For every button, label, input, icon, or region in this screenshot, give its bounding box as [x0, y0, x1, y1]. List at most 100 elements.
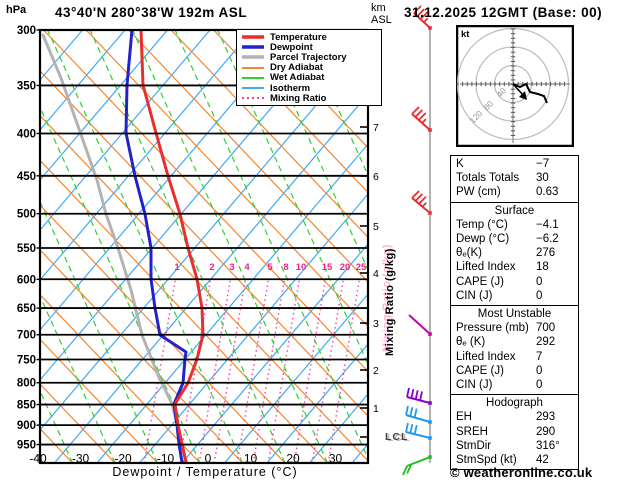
parcel-curve	[41, 33, 188, 463]
panel-row-value: 0.63	[536, 186, 559, 199]
panel-row-label: EH	[456, 411, 472, 424]
legend-label: Mixing Ratio	[270, 92, 327, 104]
panel-row: K −7	[451, 157, 578, 171]
km-tick-label: 7	[373, 122, 379, 134]
panel-section-header: Most Unstable	[477, 308, 552, 321]
mixing-ratio-label: 25	[356, 262, 367, 273]
mixing-ratio-label: 2	[209, 262, 214, 273]
km-tick-label: 6	[373, 171, 379, 183]
panel-row-value: 0	[536, 289, 543, 302]
panel-row: θₑ(K) 276	[451, 246, 578, 260]
panel-row: Totals Totals 30	[451, 171, 578, 185]
mixing-ratio-label: 4	[244, 262, 250, 273]
lcl-label: LCL	[385, 431, 409, 443]
km-axis-unit-asl: ASL	[371, 14, 392, 26]
panel-row-value: −7	[536, 158, 550, 170]
panel-row: CAPE (J) 0	[451, 275, 578, 289]
legend-item: Wet Adiabat	[241, 72, 378, 84]
panel-row-value: 18	[536, 261, 549, 274]
pressure-tick-label: 950	[17, 440, 36, 452]
pressure-tick-label: 800	[17, 378, 36, 390]
temperature-tick-labels: -40 -30 -20 -10 0 10 20 30	[29, 452, 342, 466]
panel-row-value: −4.1	[536, 218, 559, 231]
panel-row-value: 0	[536, 275, 543, 288]
wind-barb	[411, 190, 432, 215]
panel-row-label: Pressure (mb)	[456, 322, 529, 335]
panel-row-value: 290	[536, 425, 556, 438]
legend: Temperature Dewpoint Parcel Trajectory Dry …	[236, 29, 382, 107]
temperature-tick-label: -40	[29, 452, 47, 466]
pressure-tick-label: 650	[17, 303, 36, 315]
wind-barb	[408, 314, 432, 336]
panel-section: K −7 Totals Totals 30 PW (cm) 0.63	[451, 156, 578, 202]
panel-row-value: 292	[536, 336, 556, 349]
panel-row: θₑ (K) 292	[451, 335, 578, 349]
panel-row-value: 293	[536, 411, 556, 424]
panel-row-label: StmSpd (kt)	[456, 454, 517, 467]
legend-line-sample	[242, 66, 264, 69]
temperature-tick-label: -30	[72, 452, 90, 466]
temperature-axis-label: Dewpoint / Temperature (°C)	[112, 465, 298, 479]
wind-barb	[402, 455, 432, 476]
panel-row-label: Dewp (°C)	[456, 233, 510, 246]
legend-line-sample	[242, 55, 264, 60]
legend-line-sample	[242, 97, 264, 100]
wind-barb	[405, 422, 432, 440]
panel-section-header: Hodograph	[486, 397, 543, 410]
mixing-ratio-lines	[143, 278, 361, 463]
km-tick-label: 1	[373, 403, 379, 415]
legend-line-sample	[242, 76, 264, 79]
legend-line-sample	[242, 87, 264, 90]
pressure-axis-unit: hPa	[6, 4, 27, 16]
wind-barb	[411, 106, 432, 132]
panel-row-label: CIN (J)	[456, 379, 493, 392]
panel-row: CAPE (J) 0	[451, 364, 578, 378]
panel-row: SREH 290	[451, 425, 578, 439]
station-title: 43°40'N 280°38'W 192m ASL	[55, 5, 248, 20]
panel-row-label: K	[456, 158, 464, 170]
legend-item: Dewpoint	[241, 41, 378, 53]
legend-label: Wet Adiabat	[270, 72, 325, 84]
panel-row-value: 7	[536, 350, 543, 363]
panel-row-label: CIN (J)	[456, 289, 493, 302]
copyright: © weatheronline.co.uk	[450, 465, 593, 480]
panel-row-label: Lifted Index	[456, 261, 516, 274]
temperature-tick-label: -20	[114, 452, 132, 466]
mixing-ratio-label: 3	[229, 262, 234, 273]
panel-row-value: 42	[536, 454, 549, 467]
pressure-tick-labels: 300 350 400 450 500 550 600 650 700 750 800 850 900 9…	[17, 25, 40, 452]
panel-section: Hodograph EH 293 SREH 290 StmDir 316° StmSpd (k…	[451, 394, 578, 469]
legend-label: Dewpoint	[270, 41, 313, 53]
panel-row-label: θₑ (K)	[456, 336, 486, 349]
mixing-ratio-label: 20	[340, 262, 351, 273]
legend-item: Dry Adiabat	[241, 62, 378, 73]
wind-barb-column	[402, 5, 432, 476]
km-axis-ticks: 7 6 5 4 3 2 1	[360, 122, 379, 438]
pressure-tick-label: 600	[17, 274, 36, 286]
indices-panel: K −7 Totals Totals 30 PW (cm) 0.63 Surface Temp…	[450, 155, 579, 471]
panel-row-label: Totals Totals	[456, 172, 520, 185]
panel-row-label: CAPE (J)	[456, 364, 504, 377]
pressure-tick-label: 550	[17, 243, 36, 255]
mixing-ratio-label: 15	[322, 262, 333, 273]
km-tick-label: 5	[373, 221, 379, 233]
mixing-ratio-value-labels: 1 2 3 4 5 8 10 15 20 25	[174, 262, 367, 273]
legend-label: Temperature	[270, 31, 327, 43]
legend-label: Isotherm	[270, 82, 311, 94]
pressure-tick-label: 300	[17, 25, 36, 37]
datetime-title: 31.12.2025 12GMT (Base: 00)	[404, 5, 603, 20]
temperature-tick-label: 10	[244, 452, 258, 466]
panel-row-value: 316°	[536, 439, 560, 452]
legend-item: Isotherm	[241, 82, 378, 94]
hodograph-trace	[512, 82, 548, 104]
panel-row-value: −6.2	[536, 233, 559, 246]
panel-row-label: StmDir	[456, 439, 492, 452]
km-tick-label: 2	[373, 365, 379, 377]
wind-barb	[405, 405, 432, 424]
legend-label: Parcel Trajectory	[270, 51, 347, 63]
mixing-ratio-label: 5	[267, 262, 273, 273]
mixing-ratio-label: 10	[296, 262, 307, 273]
km-tick-label: 4	[373, 268, 379, 280]
pressure-tick-label: 900	[17, 420, 36, 432]
